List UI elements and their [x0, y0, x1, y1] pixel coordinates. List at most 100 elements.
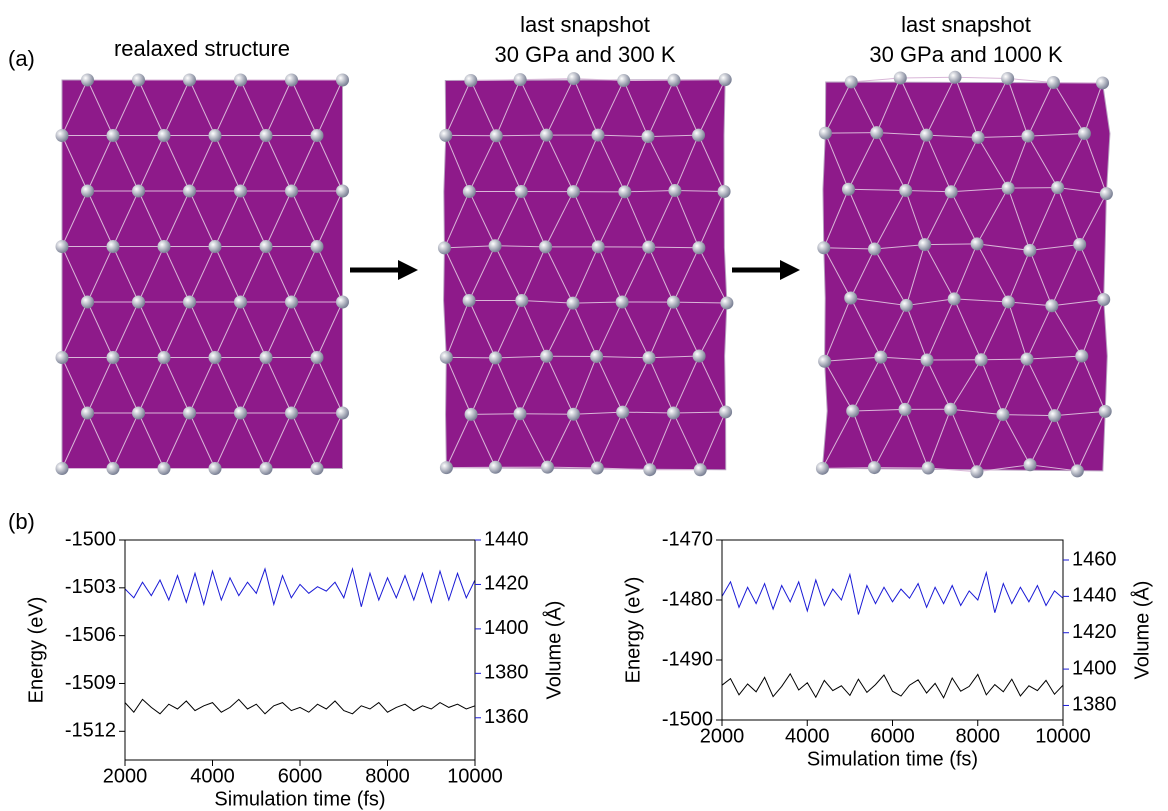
- y2-tick-label: 1380: [1072, 694, 1117, 716]
- atom: [285, 407, 298, 420]
- atom: [260, 351, 273, 364]
- y2-axis-label: Volume (Å): [1130, 581, 1153, 680]
- bond: [900, 77, 955, 78]
- atom: [440, 351, 453, 364]
- atom: [719, 73, 732, 86]
- data-line: [722, 573, 1063, 615]
- atom: [668, 184, 681, 197]
- x-tick-label: 10000: [447, 765, 503, 787]
- atom: [868, 461, 881, 474]
- atom: [158, 351, 171, 364]
- atom: [846, 404, 859, 417]
- atom: [975, 353, 988, 366]
- atom: [693, 350, 706, 363]
- atom: [618, 185, 631, 198]
- y2-tick-label: 1420: [1072, 621, 1117, 643]
- atom: [56, 129, 69, 142]
- atom: [944, 403, 957, 416]
- atom: [158, 240, 171, 253]
- atom: [81, 185, 94, 198]
- atom: [642, 241, 655, 254]
- atom: [541, 461, 554, 474]
- atom: [641, 130, 654, 143]
- atom: [844, 292, 857, 305]
- atom: [132, 296, 145, 309]
- atom: [718, 185, 731, 198]
- atom: [158, 462, 171, 475]
- bond: [520, 79, 574, 80]
- y-axis-label: Energy (eV): [25, 597, 47, 704]
- atom: [132, 74, 145, 87]
- y-tick-label: -1470: [662, 528, 713, 550]
- atom: [1096, 76, 1109, 89]
- atom: [234, 74, 247, 87]
- atom: [336, 74, 349, 87]
- atom: [234, 296, 247, 309]
- atom: [694, 463, 707, 476]
- structure-title: 30 GPa and 300 K: [494, 42, 675, 67]
- atom: [132, 407, 145, 420]
- atom: [515, 185, 528, 198]
- y-tick-label: -1500: [662, 708, 713, 730]
- bond: [471, 414, 520, 415]
- atom: [56, 240, 69, 253]
- x-tick-label: 4000: [785, 725, 830, 747]
- atom: [438, 241, 451, 254]
- bond: [446, 357, 495, 358]
- x-tick-label: 6000: [278, 765, 323, 787]
- atom: [971, 237, 984, 250]
- structure-title: last snapshot: [520, 12, 650, 37]
- atom: [1048, 409, 1061, 422]
- atom: [209, 462, 222, 475]
- atom: [1099, 405, 1112, 418]
- panel-label: (b): [8, 509, 35, 534]
- atom: [209, 351, 222, 364]
- atom: [489, 351, 502, 364]
- atom: [464, 74, 477, 87]
- y2-tick-label: 1400: [1072, 657, 1117, 679]
- atom: [1075, 350, 1088, 363]
- structure-title: last snapshot: [901, 12, 1031, 37]
- atom: [1078, 127, 1091, 140]
- atom: [567, 408, 580, 421]
- bond: [981, 359, 1027, 360]
- atom: [260, 462, 273, 475]
- atom: [692, 241, 705, 254]
- atom: [1023, 244, 1036, 257]
- atom: [489, 461, 502, 474]
- atom: [56, 351, 69, 364]
- y2-tick-label: 1440: [484, 528, 529, 550]
- atom: [311, 129, 324, 142]
- atom: [209, 129, 222, 142]
- atom: [667, 406, 680, 419]
- atom: [667, 296, 680, 309]
- atom: [183, 185, 196, 198]
- atom: [463, 185, 476, 198]
- structure-title: 30 GPa and 1000 K: [869, 42, 1063, 67]
- x-tick-label: 8000: [956, 725, 1001, 747]
- atom: [900, 299, 913, 312]
- atom: [56, 462, 69, 475]
- atom: [540, 350, 553, 363]
- chart: 200040006000800010000-1470-1480-1490-150…: [622, 528, 1153, 770]
- y2-axis-label: Volume (Å): [542, 601, 565, 700]
- y-tick-label: -1480: [662, 588, 713, 610]
- atom: [899, 184, 912, 197]
- atom: [234, 185, 247, 198]
- atom: [845, 75, 858, 88]
- atom: [591, 461, 604, 474]
- atom: [899, 403, 912, 416]
- atom: [842, 183, 855, 196]
- bond: [955, 77, 1008, 78]
- atom: [260, 240, 273, 253]
- atom: [183, 74, 196, 87]
- atom: [81, 296, 94, 309]
- y-tick-label: -1500: [65, 528, 116, 550]
- atom: [1051, 181, 1064, 194]
- atom: [949, 71, 962, 84]
- atom: [616, 296, 629, 309]
- atom: [616, 406, 629, 419]
- data-line: [722, 674, 1063, 698]
- atom: [463, 294, 476, 307]
- atom: [260, 129, 273, 142]
